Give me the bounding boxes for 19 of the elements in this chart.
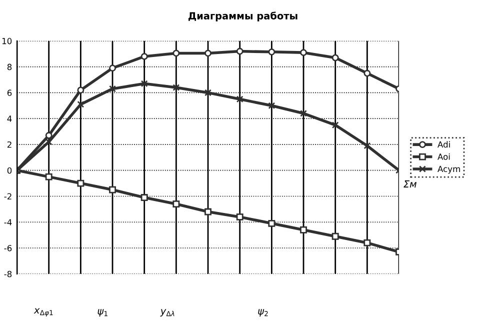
y-tick-label: -4 bbox=[4, 219, 12, 226]
legend-label: Aoi bbox=[438, 153, 450, 160]
y-tick-label: -8 bbox=[4, 270, 12, 278]
y-tick-label: 0 bbox=[7, 167, 12, 174]
y-tick-label: 6 bbox=[7, 90, 12, 96]
text: ψ$_{2}$ bbox=[258, 309, 268, 317]
y-tick-label: 8 bbox=[7, 64, 12, 70]
legend-label: Adi bbox=[438, 141, 450, 148]
y-tick-label: -6 bbox=[4, 244, 12, 252]
text: y$_{Δλ}$ bbox=[160, 309, 174, 317]
y-tick-label: 2 bbox=[7, 141, 12, 148]
text: x$_{Δφ1}$ bbox=[34, 308, 53, 317]
y-tick-label: 4 bbox=[7, 116, 12, 122]
legend-label: Acym bbox=[438, 166, 460, 174]
y-tick-label: -2 bbox=[4, 193, 12, 200]
text: Σм bbox=[404, 180, 416, 188]
y-tick-label: 10 bbox=[2, 38, 12, 44]
chart-title: Диаграммы работы bbox=[188, 12, 298, 22]
text: ψ$_{1}$ bbox=[98, 309, 108, 317]
